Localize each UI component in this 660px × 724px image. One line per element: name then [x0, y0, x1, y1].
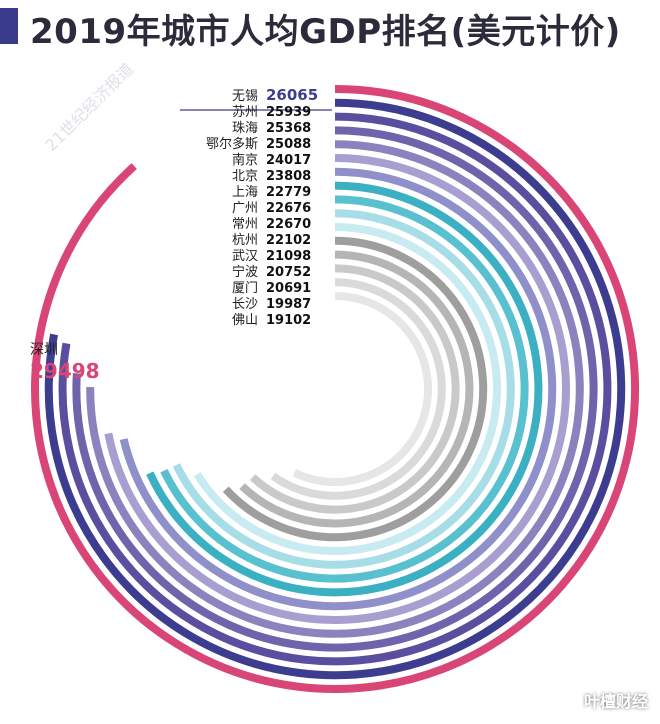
value-label: 25368	[266, 121, 311, 136]
city-label: 长沙	[232, 297, 258, 312]
arc-无锡	[44, 98, 626, 680]
chart-area: 21世纪经济报道 无锡 26065 苏州 25939 珠海 25368 鄂尔多斯 25088 南…	[0, 54, 660, 720]
city-label: 佛山	[232, 313, 258, 328]
title-accent	[0, 8, 18, 44]
value-label: 22670	[266, 217, 311, 232]
highlight-city-label: 深圳	[30, 342, 58, 358]
value-label: 20752	[266, 265, 311, 280]
value-label: 19102	[266, 313, 311, 328]
value-label: 25088	[266, 137, 311, 152]
value-label: 22676	[266, 201, 311, 216]
city-label: 杭州	[232, 233, 258, 248]
value-label: 22102	[266, 233, 311, 248]
arc-珠海	[72, 126, 598, 652]
arc-苏州	[58, 112, 612, 666]
city-label: 广州	[232, 201, 258, 216]
value-label: 22779	[266, 185, 311, 200]
value-label: 25939	[266, 105, 311, 120]
city-label: 北京	[232, 169, 258, 184]
arc-鄂尔多斯	[86, 140, 584, 638]
highlight-value-label: 29498	[30, 359, 100, 383]
value-label: 24017	[266, 153, 311, 168]
city-label: 厦门	[232, 281, 258, 296]
value-label: 21098	[266, 249, 311, 264]
title-bar: 2019年城市人均GDP排名(美元计价)	[0, 0, 660, 54]
arc-深圳	[31, 85, 639, 693]
city-label: 武汉	[232, 249, 258, 264]
city-label: 珠海	[232, 121, 258, 136]
chart-title: 2019年城市人均GDP排名(美元计价)	[30, 12, 621, 52]
value-label: 20691	[266, 281, 311, 296]
value-label: 19987	[266, 297, 311, 312]
value-label: 23808	[266, 169, 311, 184]
city-label: 苏州	[232, 104, 258, 120]
source-watermark: 叶檀财经	[583, 692, 648, 711]
city-label: 鄂尔多斯	[206, 136, 258, 152]
city-label: 上海	[232, 185, 258, 200]
arc-上海	[146, 181, 543, 597]
arc-常州	[172, 209, 515, 569]
arc-武汉	[222, 236, 488, 542]
value-label: 26065	[266, 86, 318, 104]
city-label: 无锡	[232, 89, 258, 104]
arc-宁波	[239, 250, 474, 528]
city-label: 宁波	[232, 264, 258, 280]
arc-厦门	[249, 264, 460, 514]
arc-北京	[119, 167, 557, 611]
arc-南京	[104, 154, 570, 624]
arc-佛山	[292, 292, 432, 486]
radial-bar-chart: 无锡 26065 苏州 25939 珠海 25368 鄂尔多斯 25088 南京 24017 北京 2…	[30, 85, 639, 693]
arc-杭州	[193, 223, 501, 555]
arc-长沙	[270, 278, 446, 500]
city-label: 常州	[232, 217, 258, 232]
city-label: 南京	[232, 152, 258, 168]
arc-广州	[160, 195, 529, 583]
